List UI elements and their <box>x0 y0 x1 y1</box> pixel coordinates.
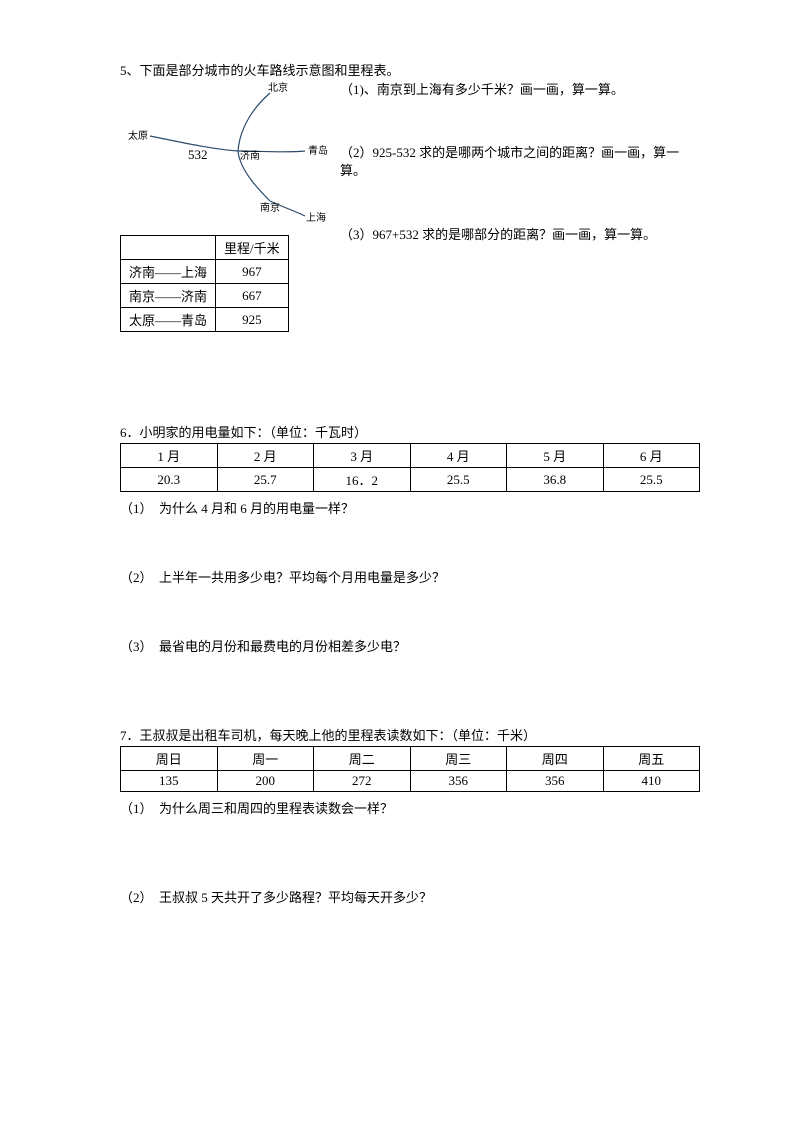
q7-header-cell: 周三 <box>410 747 507 771</box>
q5-right-col: （1)、南京到上海有多少千米？画一画，算一算。 （2）925-532 求的是哪两… <box>330 81 700 289</box>
q6-title: 6．小明家的用电量如下：（单位：千瓦时） <box>120 422 700 441</box>
q6-table: 1 月 2 月 3 月 4 月 5 月 6 月 20.3 25.7 16．2 2… <box>120 443 700 492</box>
mileage-value: 967 <box>216 260 289 284</box>
city-jinan: 济南 <box>240 149 260 162</box>
table-row: 济南――上海 967 <box>121 260 289 284</box>
question-7: 7．王叔叔是出租车司机，每天晚上他的里程表读数如下：（单位：千米） 周日 周一 … <box>120 725 700 906</box>
q7-header-cell: 周一 <box>217 747 314 771</box>
table-row: 南京――济南 667 <box>121 284 289 308</box>
table-row: 1 月 2 月 3 月 4 月 5 月 6 月 <box>121 444 700 468</box>
q7-value-cell: 356 <box>507 771 604 792</box>
q7-sub1: （1） 为什么周三和周四的里程表读数会一样？ <box>120 798 700 817</box>
q7-header-cell: 周二 <box>314 747 411 771</box>
city-shanghai: 上海 <box>306 211 326 224</box>
q7-header-cell: 周四 <box>507 747 604 771</box>
mileage-value: 925 <box>216 308 289 332</box>
q6-value-cell: 20.3 <box>121 468 218 492</box>
q6-sub2: （2） 上半年一共用多少电？平均每个月用电量是多少？ <box>120 567 700 586</box>
mileage-value: 667 <box>216 284 289 308</box>
q7-value-cell: 356 <box>410 771 507 792</box>
mileage-route: 济南――上海 <box>121 260 216 284</box>
q6-header-cell: 4 月 <box>410 444 507 468</box>
question-6: 6．小明家的用电量如下：（单位：千瓦时） 1 月 2 月 3 月 4 月 5 月… <box>120 422 700 655</box>
table-row: 周日 周一 周二 周三 周四 周五 <box>121 747 700 771</box>
q6-header-cell: 1 月 <box>121 444 218 468</box>
mileage-route: 太原――青岛 <box>121 308 216 332</box>
q6-value-cell: 16．2 <box>314 468 411 492</box>
label-532: 532 <box>188 147 208 162</box>
q7-sub2: （2） 王叔叔 5 天共开了多少路程？平均每天开多少？ <box>120 887 700 906</box>
mileage-header-label: 里程/千米 <box>216 236 289 260</box>
q6-header-cell: 5 月 <box>507 444 604 468</box>
city-nanjing: 南京 <box>260 201 280 214</box>
table-row: 135 200 272 356 356 410 <box>121 771 700 792</box>
q7-header-cell: 周日 <box>121 747 218 771</box>
q7-value-cell: 200 <box>217 771 314 792</box>
q5-sub1: （1)、南京到上海有多少千米？画一画，算一算。 <box>340 81 700 99</box>
table-row: 20.3 25.7 16．2 25.5 36.8 25.5 <box>121 468 700 492</box>
q5-body: 北京 太原 济南 青岛 南京 上海 532 里程/千米 济南――上海 967 <box>120 81 700 332</box>
city-qingdao: 青岛 <box>308 144 328 157</box>
mileage-header-blank <box>121 236 216 260</box>
q6-header-cell: 2 月 <box>217 444 314 468</box>
table-row: 太原――青岛 925 <box>121 308 289 332</box>
q7-table: 周日 周一 周二 周三 周四 周五 135 200 272 356 356 41… <box>120 746 700 792</box>
q5-left-col: 北京 太原 济南 青岛 南京 上海 532 里程/千米 济南――上海 967 <box>120 81 330 332</box>
q6-header-cell: 6 月 <box>603 444 700 468</box>
q5-title: 5、下面是部分城市的火车路线示意图和里程表。 <box>120 60 700 79</box>
q6-sub1: （1） 为什么 4 月和 6 月的用电量一样？ <box>120 498 700 517</box>
q5-sub2: （2）925-532 求的是哪两个城市之间的距离？画一画，算一算。 <box>340 144 700 180</box>
city-beijing: 北京 <box>268 81 288 94</box>
q7-header-cell: 周五 <box>603 747 700 771</box>
mileage-route: 南京――济南 <box>121 284 216 308</box>
mileage-table: 里程/千米 济南――上海 967 南京――济南 667 太原――青岛 925 <box>120 235 289 332</box>
rail-map-diagram: 北京 太原 济南 青岛 南京 上海 532 <box>120 81 330 231</box>
q6-value-cell: 25.7 <box>217 468 314 492</box>
q7-value-cell: 410 <box>603 771 700 792</box>
table-row: 里程/千米 <box>121 236 289 260</box>
q6-sub3: （3） 最省电的月份和最费电的月份相差多少电？ <box>120 636 700 655</box>
q7-value-cell: 135 <box>121 771 218 792</box>
city-taiyuan: 太原 <box>128 129 148 142</box>
q6-value-cell: 25.5 <box>410 468 507 492</box>
q6-value-cell: 25.5 <box>603 468 700 492</box>
q6-value-cell: 36.8 <box>507 468 604 492</box>
q6-header-cell: 3 月 <box>314 444 411 468</box>
q7-title: 7．王叔叔是出租车司机，每天晚上他的里程表读数如下：（单位：千米） <box>120 725 700 744</box>
q7-value-cell: 272 <box>314 771 411 792</box>
question-5: 5、下面是部分城市的火车路线示意图和里程表。 北京 太原 济南 青岛 南京 上海 <box>120 60 700 332</box>
q5-sub3: （3）967+532 求的是哪部分的距离？画一画，算一算。 <box>340 226 700 244</box>
